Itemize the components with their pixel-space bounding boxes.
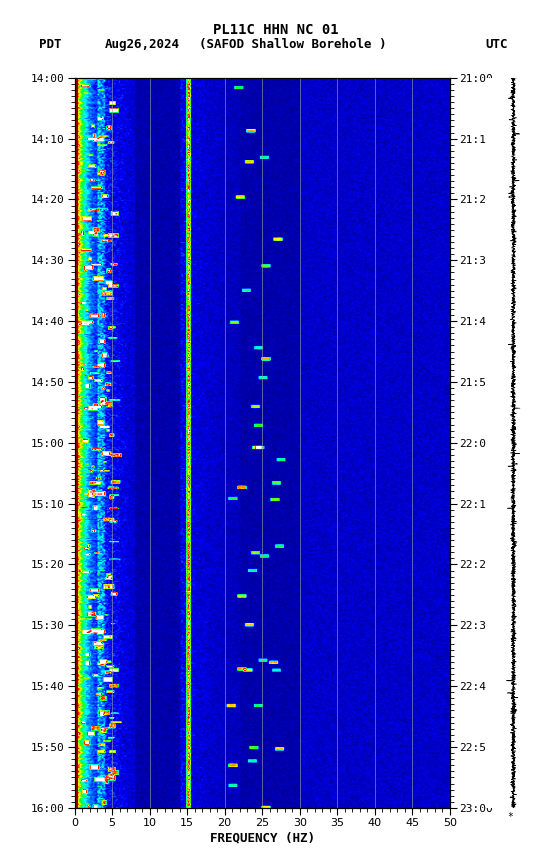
- Bar: [75, 78, 77, 808]
- X-axis label: FREQUENCY (HZ): FREQUENCY (HZ): [210, 832, 315, 845]
- Text: Aug26,2024: Aug26,2024: [105, 38, 180, 52]
- Text: UTC: UTC: [486, 38, 508, 52]
- Text: *: *: [508, 812, 513, 823]
- Text: PL11C HHN NC 01: PL11C HHN NC 01: [213, 23, 339, 37]
- Text: (SAFOD Shallow Borehole ): (SAFOD Shallow Borehole ): [199, 38, 386, 52]
- Text: PDT: PDT: [39, 38, 61, 52]
